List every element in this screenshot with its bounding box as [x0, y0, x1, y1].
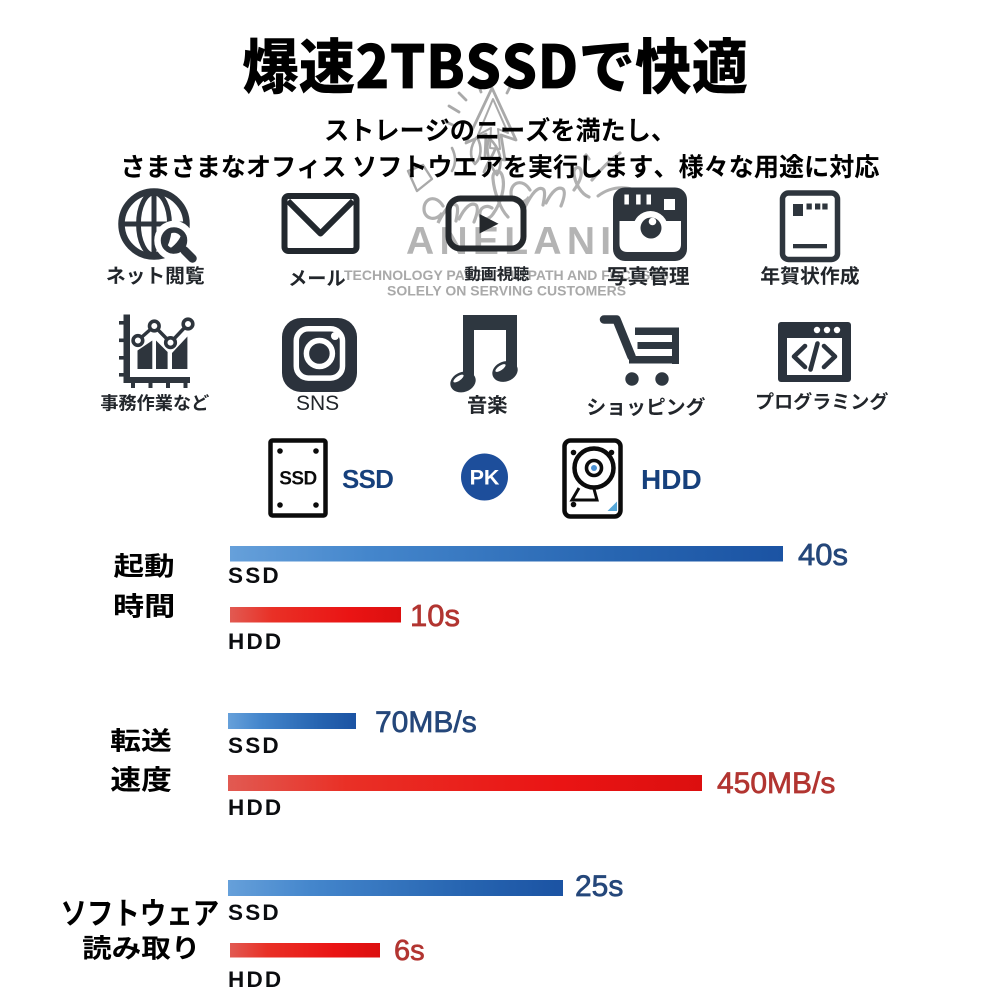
svg-text:PK: PK [470, 466, 500, 490]
svg-text:10s: 10s [410, 598, 460, 633]
svg-text:HDD: HDD [228, 967, 283, 992]
svg-text:SNS: SNS [296, 392, 339, 415]
svg-text:SSD: SSD [228, 733, 281, 758]
svg-text:25s: 25s [575, 870, 623, 903]
svg-text:HDD: HDD [641, 464, 702, 495]
svg-text:HDD: HDD [228, 795, 283, 820]
svg-text:SSD: SSD [342, 464, 393, 494]
svg-text:70MB/s: 70MB/s [375, 706, 477, 739]
svg-text:SSD: SSD [228, 900, 281, 925]
svg-text:SSD: SSD [279, 469, 317, 490]
svg-text:6s: 6s [394, 935, 425, 967]
svg-text:ANELANI: ANELANI [406, 220, 616, 263]
svg-text:450MB/s: 450MB/s [717, 767, 835, 800]
svg-text:HDD: HDD [228, 629, 283, 654]
svg-text:SOLELY ON SERVING CUSTOMERS: SOLELY ON SERVING CUSTOMERS [387, 283, 626, 299]
svg-text:SSD: SSD [228, 563, 281, 588]
svg-text:40s: 40s [798, 537, 848, 572]
